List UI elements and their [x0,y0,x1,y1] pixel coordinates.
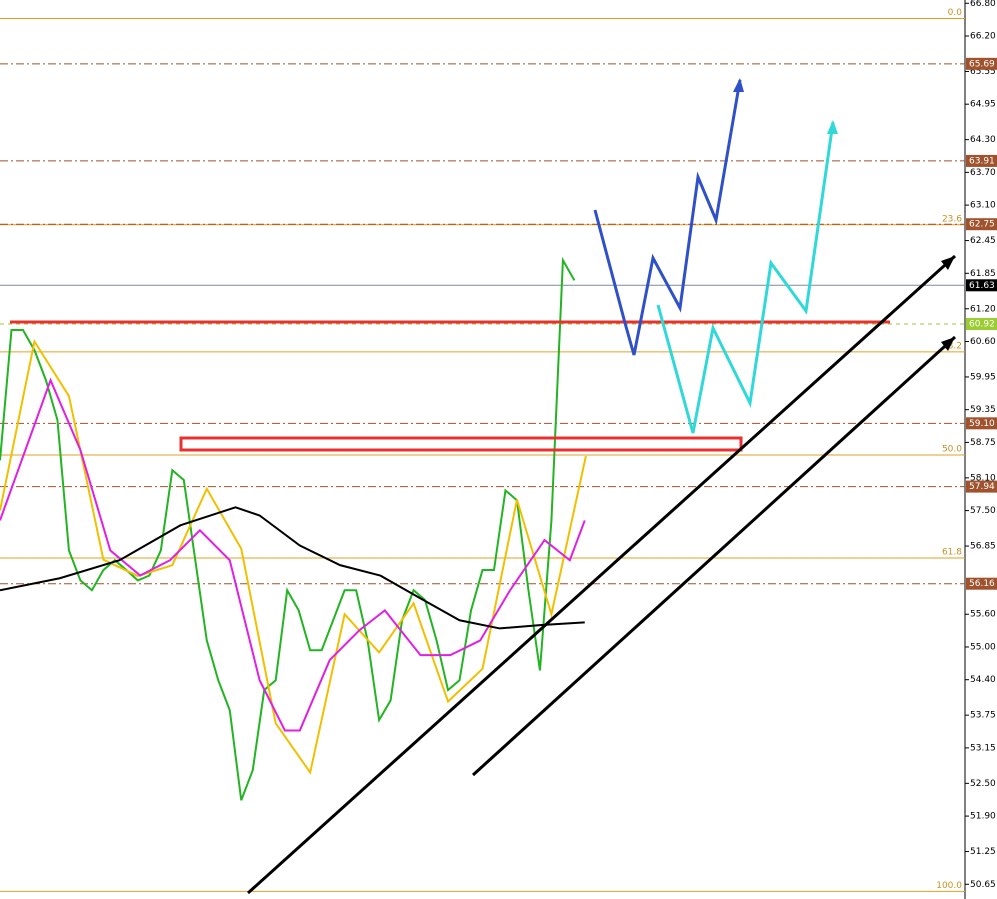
price-tag [966,279,997,292]
y-tick-label: 58.10 [970,473,996,483]
y-tick-label: 64.30 [970,135,996,145]
arrow-head [827,120,838,134]
arrow-head [733,78,744,92]
price-tag-label: 61.63 [969,281,995,291]
price-tag [966,218,997,231]
projection-arrow [593,79,742,356]
y-tick-label: 50.65 [970,880,996,890]
fib-label: 50.0 [942,444,962,454]
y-tick-label: 63.70 [970,168,996,178]
price-tag [966,154,997,167]
price-tag-label: 56.16 [969,579,995,589]
y-tick-label: 62.45 [970,236,996,246]
price-tag-label: 59.10 [969,419,995,429]
y-tick-label: 58.75 [970,438,996,448]
price-tag-label: 57.94 [969,482,995,492]
y-tick-label: 57.50 [970,506,996,516]
fib-label: 0.0 [948,8,963,18]
y-tick-label: 55.60 [970,610,996,620]
y-tick-label: 66.80 [970,0,996,9]
y-tick-label: 52.50 [970,779,996,789]
price-tag [966,417,997,430]
y-tick-label: 59.35 [970,405,996,415]
trendline [471,335,957,777]
price-tag-label: 63.91 [969,156,995,166]
arrow-head [941,337,955,351]
y-tick-label: 61.85 [970,269,996,279]
y-tick-label: 63.10 [970,201,996,211]
series-line [0,506,585,630]
y-tick-label: 65.55 [970,67,996,77]
y-tick-label: 51.25 [970,847,996,857]
fib-label: 100.0 [936,881,962,891]
y-tick-label: 60.60 [970,337,996,347]
series-line [0,256,576,801]
trendline [246,254,957,895]
price-tag [966,577,997,590]
y-tick-label: 56.85 [970,542,996,552]
y-tick-label: 61.20 [970,304,996,314]
series-line [0,338,587,775]
price-tag-label: 62.75 [969,220,995,230]
arrow-head [941,256,955,270]
fib-label: 38.2 [942,341,962,351]
resistance-box [179,436,743,452]
price-tag [966,480,997,493]
y-tick-label: 53.75 [970,711,996,721]
price-tag-label: 60.92 [969,320,995,330]
y-tick-label: 55.00 [970,642,996,652]
y-tick-label: 53.15 [970,743,996,753]
price-tag [966,318,997,331]
y-tick-label: 64.95 [970,100,996,110]
projection-arrow [656,121,835,434]
fib-label: 61.8 [942,548,962,558]
y-tick-label: 51.90 [970,812,996,822]
y-tick-label: 59.95 [970,372,996,382]
fib-label: 23.6 [942,214,962,224]
drawings [10,78,957,895]
y-tick-label: 66.20 [970,32,996,42]
y-tick-label: 54.40 [970,675,996,685]
price-tag-label: 65.69 [969,59,995,69]
price-tag [966,57,997,70]
